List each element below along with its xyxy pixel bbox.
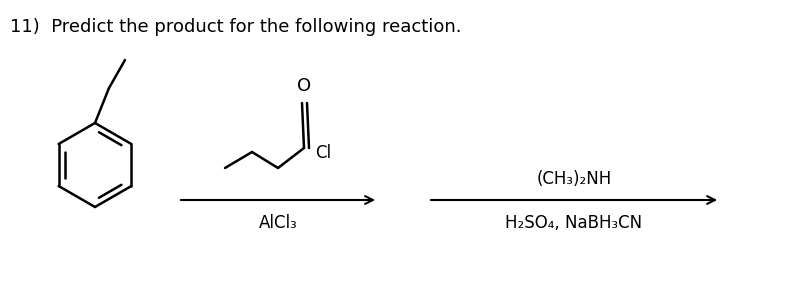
Text: O: O bbox=[297, 77, 311, 95]
Text: 11)  Predict the product for the following reaction.: 11) Predict the product for the followin… bbox=[10, 18, 462, 36]
Text: H₂SO₄, NaBH₃CN: H₂SO₄, NaBH₃CN bbox=[506, 214, 642, 232]
Text: (CH₃)₂NH: (CH₃)₂NH bbox=[536, 170, 612, 188]
Text: Cl: Cl bbox=[315, 144, 331, 162]
Text: AlCl₃: AlCl₃ bbox=[258, 214, 298, 232]
